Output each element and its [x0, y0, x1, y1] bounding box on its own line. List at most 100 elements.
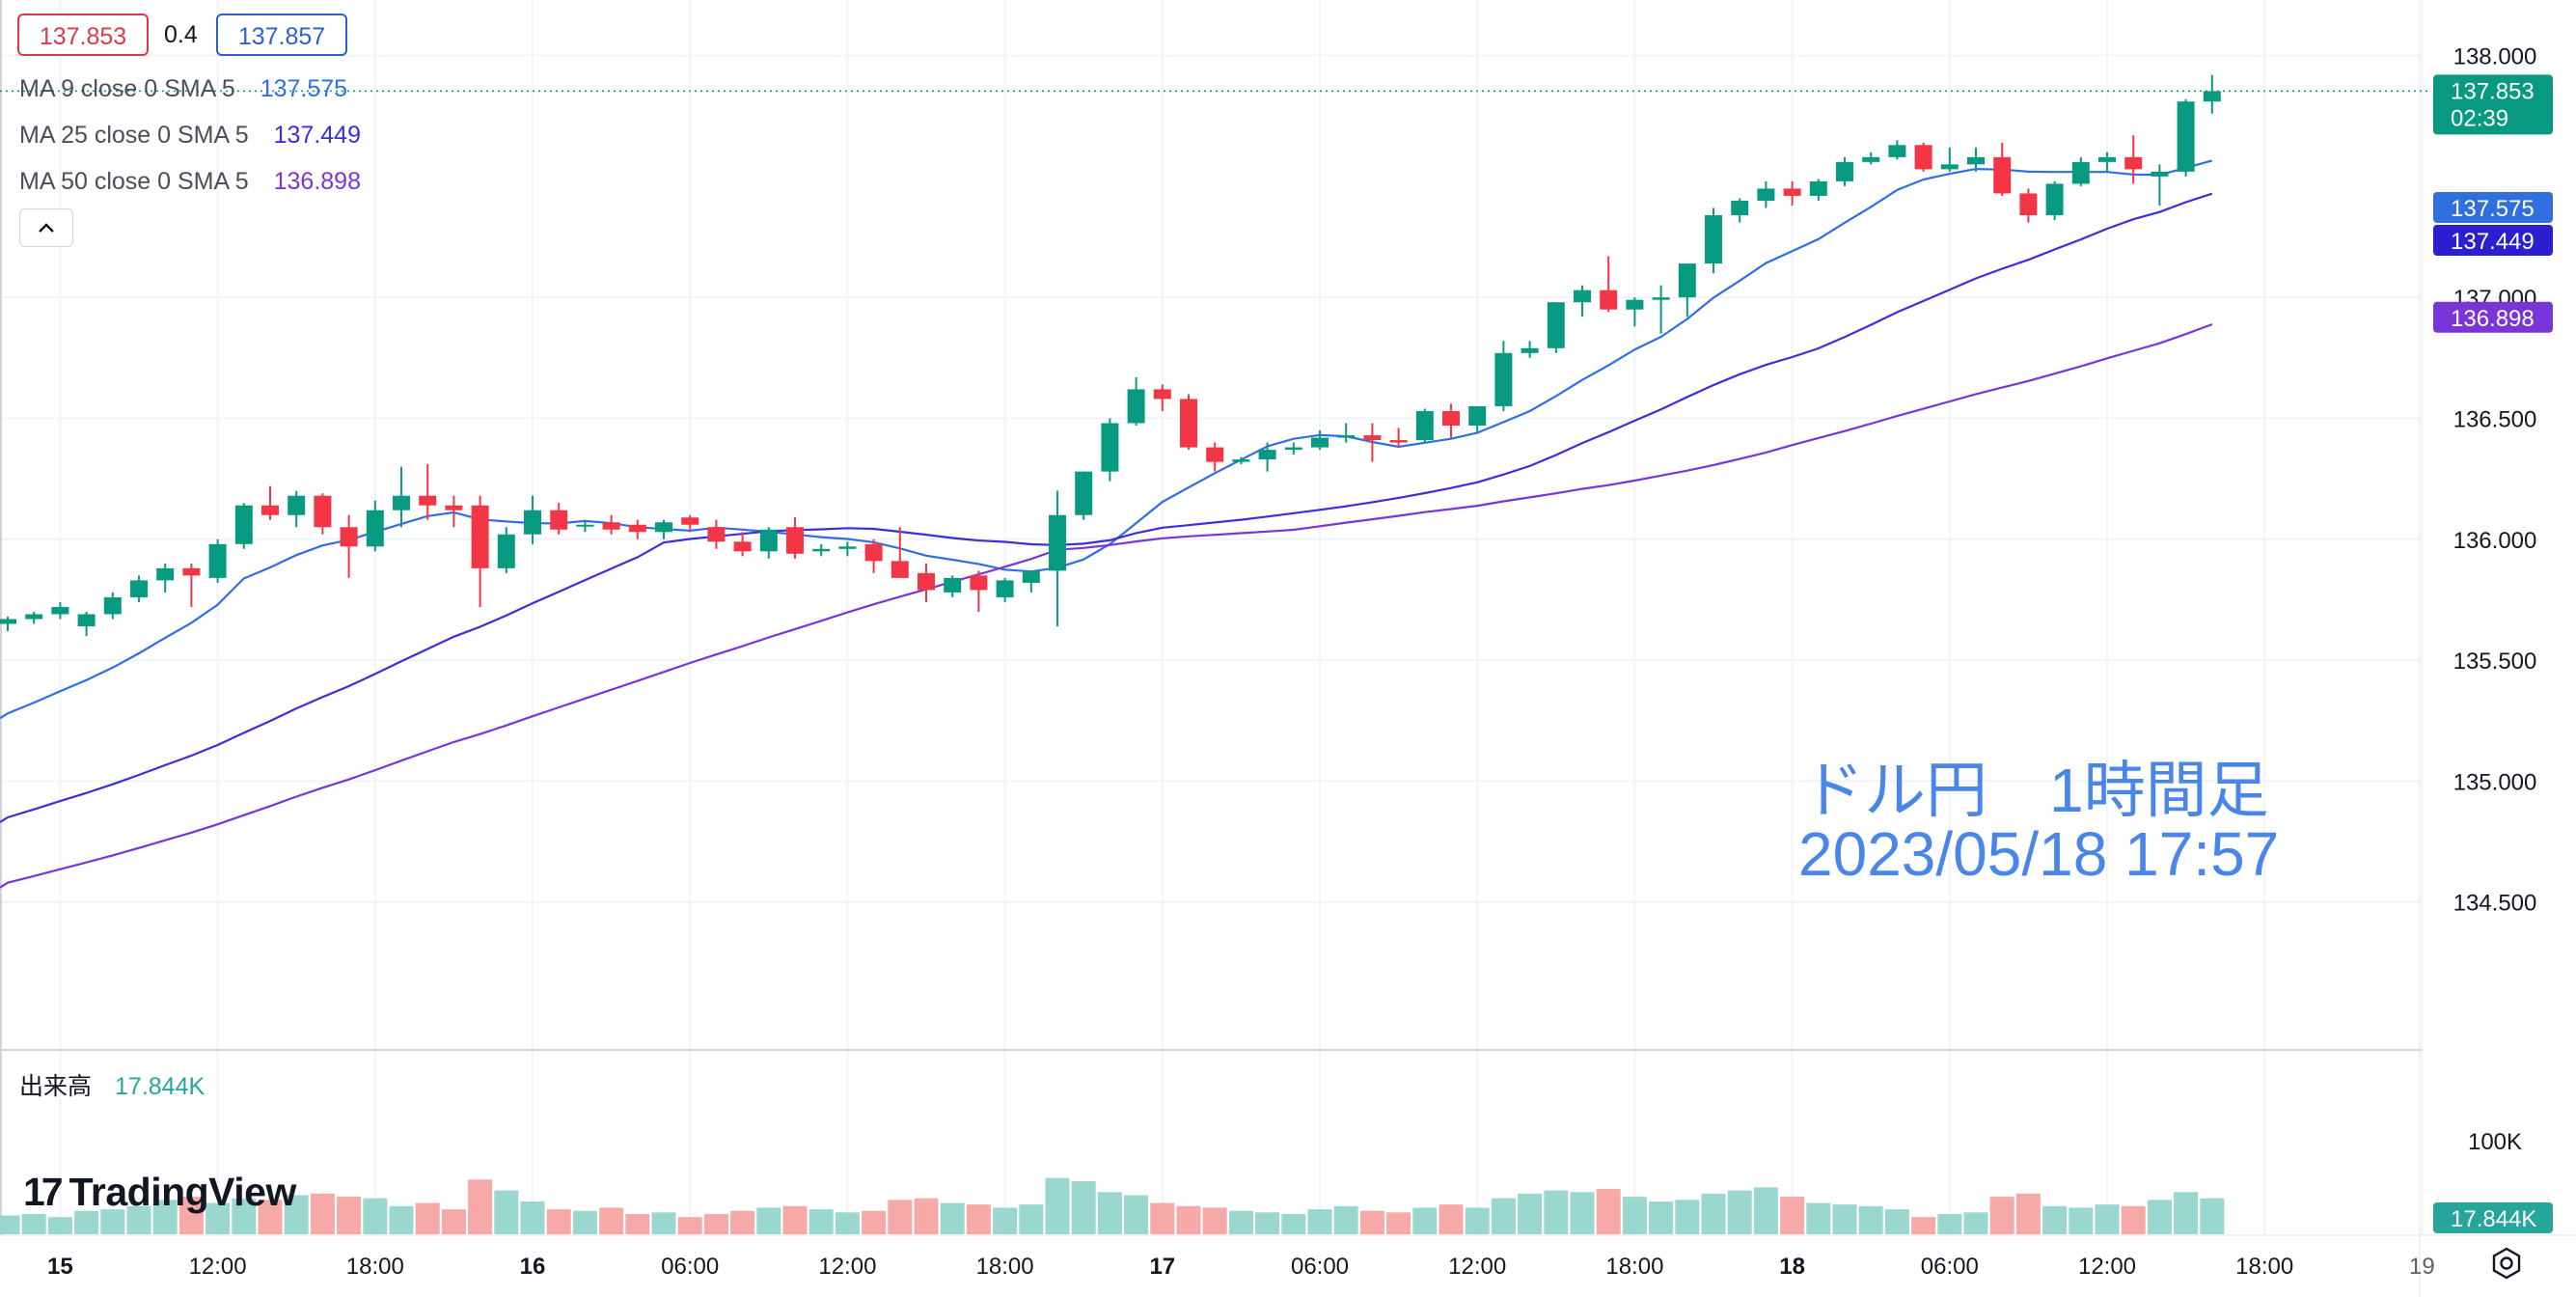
time-tick-label: 18 — [1779, 1254, 1805, 1280]
volume-bar — [940, 1202, 965, 1234]
volume-bar — [1412, 1207, 1438, 1234]
time-tick-label: 12:00 — [1448, 1254, 1506, 1280]
volume-price-tag: 17.844K — [2433, 1202, 2553, 1233]
volume-bar — [468, 1179, 493, 1234]
volume-bar — [2200, 1198, 2225, 1234]
time-tick-label: 18:00 — [2235, 1254, 2293, 1280]
volume-bar — [258, 1200, 283, 1234]
ma25-line — [0, 192, 2213, 823]
volume-bar — [730, 1210, 755, 1234]
candle — [1940, 147, 1959, 172]
volume-bar — [651, 1212, 676, 1234]
candle — [208, 538, 227, 583]
time-tick-label: 18:00 — [976, 1254, 1034, 1280]
time-tick-label: 12:00 — [189, 1254, 247, 1280]
candle — [1363, 423, 1382, 462]
candle — [918, 563, 935, 602]
volume-bar — [1359, 1210, 1384, 1234]
price-axis[interactable]: 138.000137.000136.500136.000135.500135.0… — [2453, 44, 2537, 1155]
ma25-label: MA 25 close 0 SMA 5 — [19, 122, 249, 149]
svg-text:02:39: 02:39 — [2451, 105, 2508, 131]
candle — [1494, 341, 1513, 411]
volume-bar — [47, 1217, 72, 1234]
candle — [786, 517, 804, 559]
time-tick-label: 12:00 — [818, 1254, 876, 1280]
candle — [1862, 152, 1880, 165]
volume-bar — [1333, 1205, 1358, 1234]
volume-bar — [337, 1197, 362, 1234]
volume-bar — [2069, 1207, 2094, 1234]
time-axis[interactable]: 15 12:00 18:00 16 06:00 12:00 18:00 17 06:00 12:0… — [47, 1254, 2435, 1280]
volume-bar — [1701, 1193, 1726, 1234]
volume-bar — [1491, 1198, 1516, 1234]
ma25-value: 137.449 — [273, 122, 361, 149]
volume-bar — [1176, 1205, 1201, 1234]
bid-price-box[interactable]: 137.853 — [17, 14, 149, 56]
time-tick-label: 15 — [47, 1254, 73, 1280]
ma25-legend[interactable]: MA 25 close 0 SMA 5 137.449 — [19, 122, 361, 150]
svg-text:137.449: 137.449 — [2451, 229, 2535, 255]
volume-bar — [1019, 1204, 1044, 1234]
candle — [1415, 408, 1434, 443]
candle — [1232, 456, 1250, 465]
volume-bar — [310, 1193, 335, 1234]
volume-legend[interactable]: 出来高 17.844K — [19, 1067, 205, 1102]
spread-value: 0.4 — [164, 21, 198, 48]
volume-bar — [389, 1205, 414, 1234]
candle — [2019, 188, 2038, 223]
candle — [864, 538, 883, 573]
volume-bar — [1832, 1204, 1857, 1234]
candle — [2045, 180, 2064, 220]
candle — [1678, 263, 1696, 317]
volume-bar — [599, 1207, 624, 1234]
volume-bar — [178, 1197, 204, 1234]
price-tick-label: 136.500 — [2453, 406, 2537, 432]
candle — [1888, 140, 1906, 160]
volume-value: 17.844K — [115, 1073, 206, 1100]
ma50-value: 136.898 — [273, 168, 361, 195]
candle — [25, 611, 43, 624]
volume-bar — [703, 1213, 728, 1234]
candle — [1600, 256, 1618, 313]
volume-bar — [2015, 1193, 2041, 1234]
candle — [655, 519, 672, 539]
candle — [1521, 341, 1539, 358]
ma25-price-tag: 137.449 — [2433, 225, 2553, 256]
ma50-legend[interactable]: MA 50 close 0 SMA 5 136.898 — [19, 168, 361, 196]
candle — [1127, 376, 1145, 427]
volume-bar — [1937, 1213, 1962, 1234]
tradingview-logo[interactable]: 17 TradingView — [23, 1170, 296, 1215]
candle — [838, 541, 857, 557]
volume-bar — [756, 1207, 781, 1234]
collapse-legend-button[interactable] — [19, 208, 73, 247]
candle — [340, 514, 358, 578]
time-tick-label: 18:00 — [346, 1254, 404, 1280]
ma9-value: 137.575 — [260, 75, 348, 102]
volume-bar — [966, 1204, 991, 1234]
time-tick-label: 12:00 — [2078, 1254, 2136, 1280]
svg-text:136.898: 136.898 — [2451, 306, 2535, 332]
candle — [891, 527, 909, 578]
gear-icon[interactable] — [2489, 1246, 2524, 1281]
volume-bar — [2121, 1205, 2146, 1234]
tradingview-logo-text: TradingView — [69, 1170, 297, 1214]
candle — [1468, 405, 1487, 433]
ask-price-box[interactable]: 137.857 — [216, 14, 347, 56]
volume-bar — [206, 1202, 231, 1234]
volume-bar — [1622, 1197, 1647, 1234]
candle — [1783, 180, 1801, 206]
volume-bar — [126, 1205, 151, 1234]
ma9-legend[interactable]: MA 9 close 0 SMA 5 137.575 — [19, 75, 347, 103]
volume-bar — [625, 1213, 650, 1234]
svg-text:137.853: 137.853 — [2451, 78, 2535, 104]
volume-bar — [1858, 1205, 1883, 1234]
candle — [812, 543, 831, 557]
volume-bar — [0, 1215, 20, 1234]
candle — [77, 611, 96, 637]
candle — [1258, 442, 1276, 472]
time-tick-label: 06:00 — [1291, 1254, 1349, 1280]
price-tick-label: 134.500 — [2453, 891, 2537, 917]
candle — [1652, 285, 1670, 334]
